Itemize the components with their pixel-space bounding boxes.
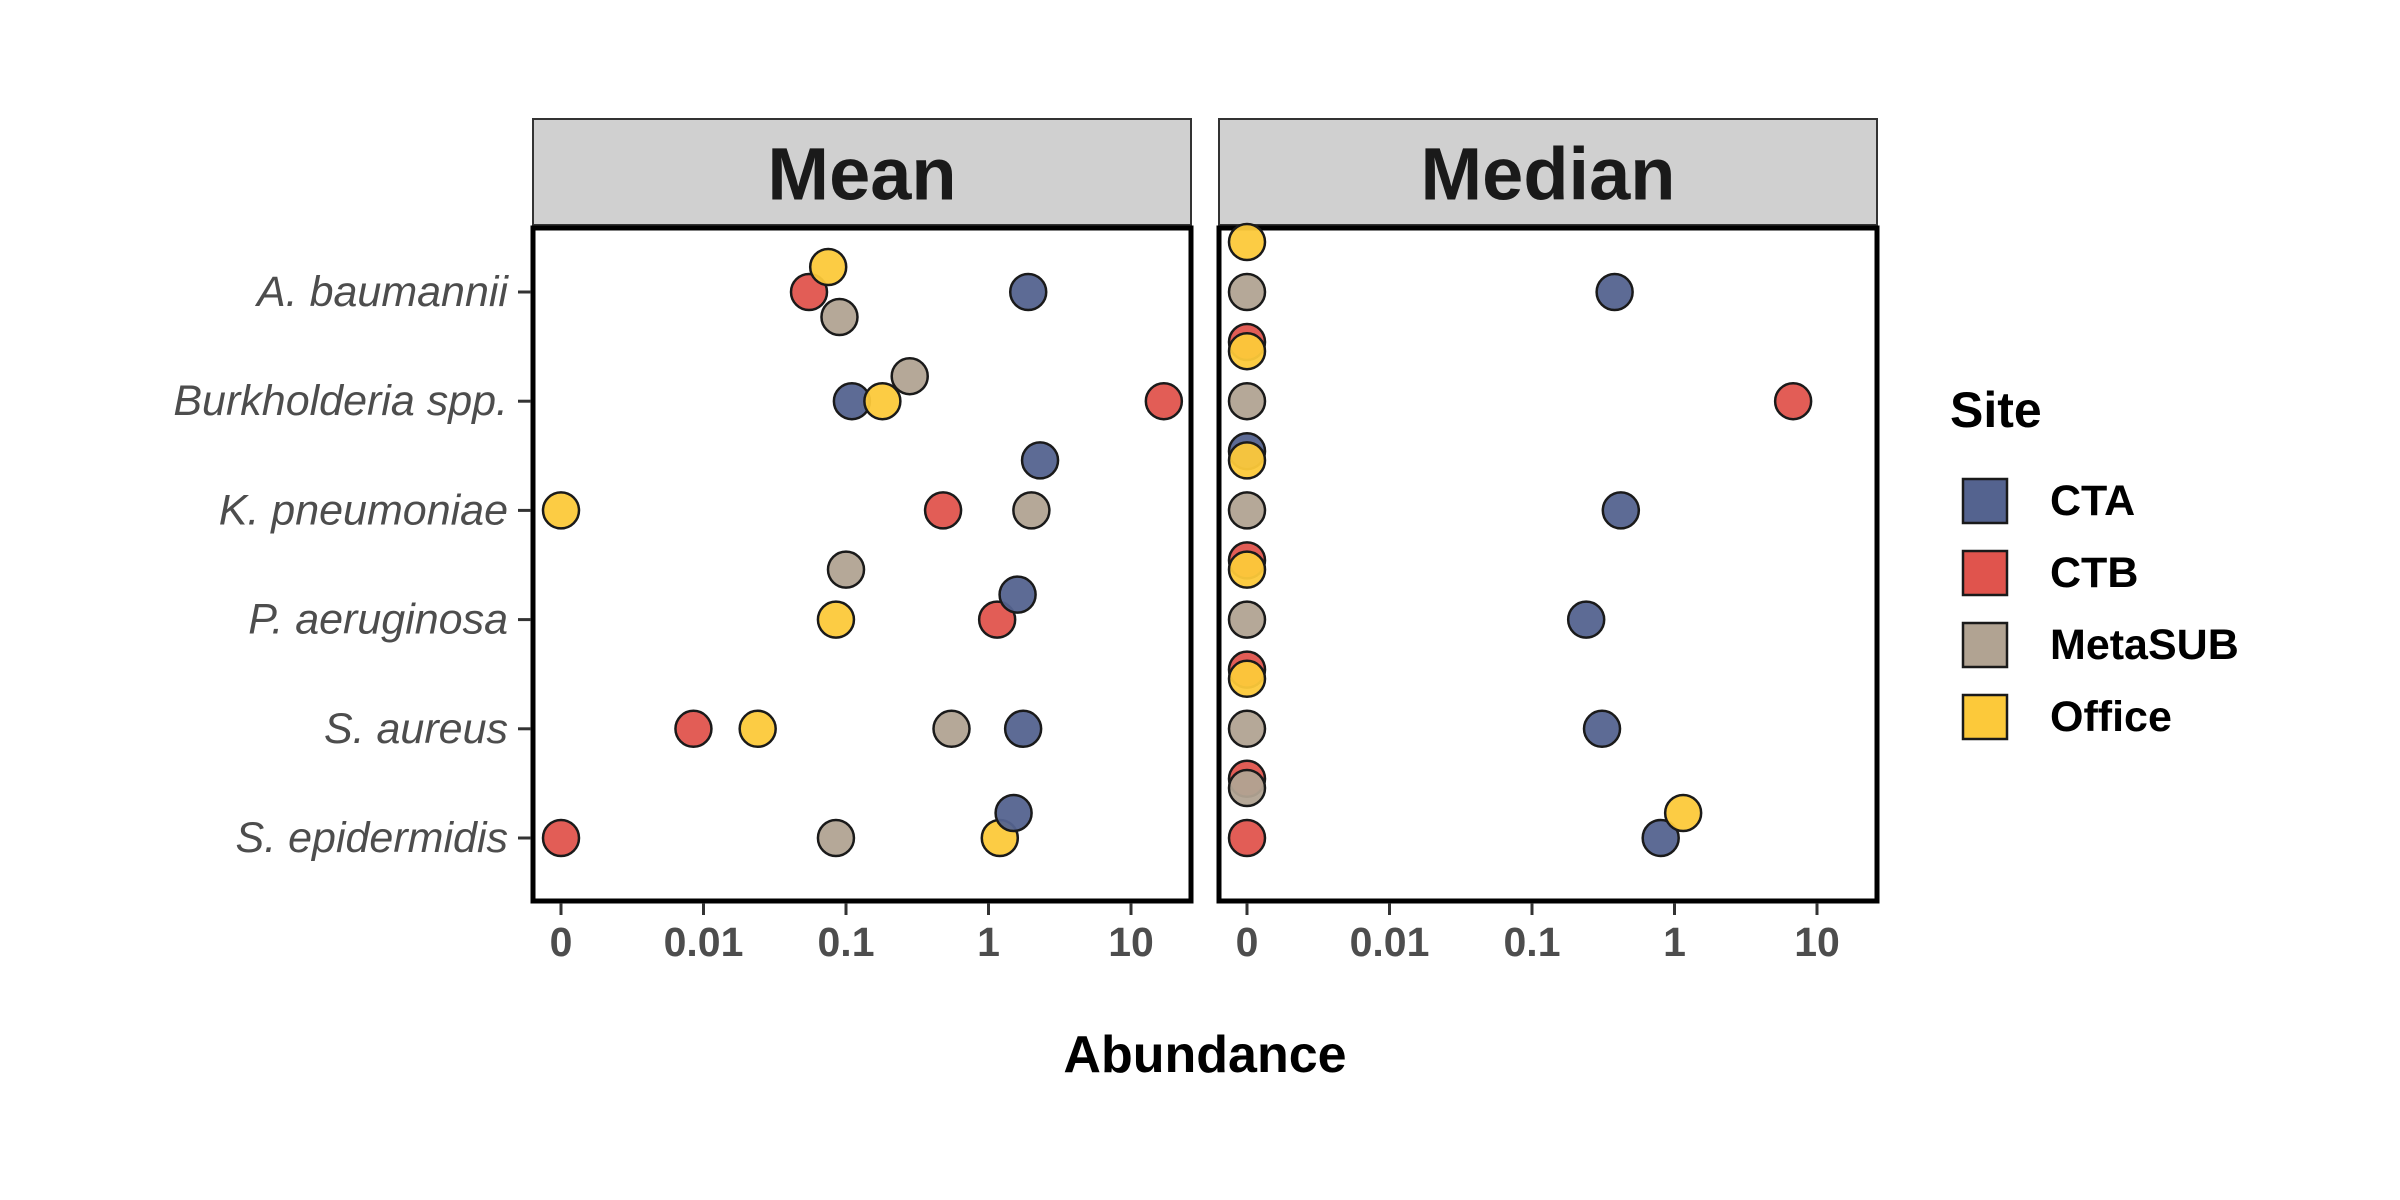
panel-mean: Mean 0 0.01 0.1 1 10 bbox=[530, 118, 1194, 965]
data-point-a-baumannii-office bbox=[808, 247, 848, 287]
data-point-p-aeruginosa-cta bbox=[1566, 600, 1606, 639]
data-point-p-aeruginosa-office bbox=[1227, 550, 1267, 589]
data-point-s-aureus-metasub bbox=[1227, 709, 1267, 749]
data-point-s-aureus-metasub bbox=[932, 709, 971, 749]
panel-mean-title: Mean bbox=[767, 133, 956, 216]
data-point-k-pneumoniae-cta bbox=[1020, 441, 1060, 480]
data-point-s-aureus-office bbox=[738, 709, 777, 749]
data-point-s-epidermidis-office bbox=[1663, 793, 1703, 833]
x-tick-label: 10 bbox=[1794, 919, 1840, 965]
legend-swatch-cta bbox=[1961, 477, 2009, 525]
data-point-a-baumannii-cta bbox=[1595, 272, 1634, 312]
x-tick-label: 0.1 bbox=[1504, 919, 1561, 965]
data-point-s-epidermidis-metasub bbox=[1227, 768, 1267, 808]
data-point-s-epidermidis-cta bbox=[994, 793, 1033, 833]
data-point-k-pneumoniae-office bbox=[1227, 441, 1267, 480]
x-tick-label: 0.01 bbox=[664, 919, 744, 965]
panel-mean-points bbox=[541, 247, 1184, 858]
data-point-s-aureus-cta bbox=[1003, 709, 1043, 749]
panel-median-x-axis: 0 0.01 0.1 1 10 bbox=[1236, 903, 1840, 965]
x-tick-label: 0.01 bbox=[1350, 919, 1430, 965]
x-tick-label: 0 bbox=[550, 919, 573, 965]
data-point-a-baumannii-metasub bbox=[820, 297, 859, 337]
data-point-burkholderia-spp-metasub bbox=[1227, 381, 1267, 421]
y-tick-label-s-aureus: S. aureus bbox=[324, 705, 508, 753]
data-point-a-baumannii-metasub bbox=[1227, 272, 1267, 312]
panel-median-title: Median bbox=[1421, 133, 1676, 216]
data-point-k-pneumoniae-ctb bbox=[923, 491, 963, 530]
data-point-k-pneumoniae-office bbox=[541, 491, 581, 530]
x-tick-label: 0 bbox=[1236, 919, 1259, 965]
data-point-s-epidermidis-metasub bbox=[816, 818, 856, 858]
data-point-burkholderia-spp-office bbox=[863, 381, 902, 421]
legend-swatch-metasub bbox=[1961, 621, 2009, 669]
data-point-p-aeruginosa-ctb bbox=[977, 600, 1017, 639]
data-point-k-pneumoniae-cta bbox=[1601, 491, 1641, 530]
data-point-p-aeruginosa-metasub bbox=[826, 550, 866, 589]
data-point-burkholderia-spp-metasub bbox=[890, 356, 929, 396]
data-point-burkholderia-spp-ctb bbox=[1773, 381, 1813, 421]
panel-median-plot-area bbox=[1216, 225, 1880, 904]
data-point-p-aeruginosa-cta bbox=[998, 575, 1037, 614]
data-point-s-epidermidis-cta bbox=[1641, 818, 1680, 858]
x-tick-label: 10 bbox=[1108, 919, 1154, 965]
legend-entries: CTA CTB MetaSUB Office bbox=[1961, 477, 2239, 741]
data-point-s-epidermidis-ctb bbox=[541, 818, 581, 858]
y-axis: A. baumannii Burkholderia spp. K. pneumoni… bbox=[173, 268, 531, 862]
y-tick-label-s-epidermidis: S. epidermidis bbox=[236, 814, 508, 862]
x-tick-label: 1 bbox=[1663, 919, 1686, 965]
legend-label-cta: CTA bbox=[2050, 477, 2135, 525]
y-tick-label-burkholderia-spp: Burkholderia spp. bbox=[173, 377, 508, 425]
legend-title: Site bbox=[1950, 382, 2042, 438]
y-tick-label-k-pneumoniae: K. pneumoniae bbox=[219, 486, 508, 534]
x-tick-label: 0.1 bbox=[818, 919, 875, 965]
legend: Site CTA CTB MetaSUB Office bbox=[1950, 382, 2239, 741]
data-point-s-epidermidis-ctb bbox=[1227, 818, 1267, 858]
legend-label-office: Office bbox=[2050, 693, 2172, 741]
panel-median-points bbox=[1227, 222, 1813, 858]
legend-label-metasub: MetaSUB bbox=[2050, 621, 2239, 669]
data-point-burkholderia-spp-office bbox=[1227, 331, 1267, 371]
data-point-s-aureus-cta bbox=[1582, 709, 1622, 749]
data-point-a-baumannii-office bbox=[1227, 222, 1267, 262]
panel-median-strip bbox=[1218, 118, 1878, 226]
data-point-s-aureus-ctb bbox=[674, 709, 713, 749]
data-point-k-pneumoniae-metasub bbox=[1012, 491, 1051, 530]
data-point-s-aureus-office bbox=[1227, 659, 1267, 699]
data-point-k-pneumoniae-metasub bbox=[1227, 491, 1267, 530]
legend-swatch-ctb bbox=[1961, 549, 2009, 597]
legend-label-ctb: CTB bbox=[2050, 549, 2138, 597]
data-point-burkholderia-spp-ctb bbox=[1144, 381, 1184, 421]
x-tick-label: 1 bbox=[977, 919, 1000, 965]
y-tick-label-p-aeruginosa: P. aeruginosa bbox=[248, 596, 508, 644]
data-point-p-aeruginosa-office bbox=[816, 600, 856, 639]
y-tick-label-a-baumannii: A. baumannii bbox=[254, 268, 509, 316]
panel-mean-strip bbox=[532, 118, 1192, 226]
panel-median: Median 0 0.01 0.1 1 10 bbox=[1216, 118, 1880, 965]
x-axis-title: Abundance bbox=[1063, 1026, 1346, 1084]
panel-mean-x-axis: 0 0.01 0.1 1 10 bbox=[550, 903, 1154, 965]
data-point-a-baumannii-cta bbox=[1008, 272, 1048, 312]
data-point-p-aeruginosa-metasub bbox=[1227, 600, 1267, 639]
legend-swatch-office bbox=[1961, 693, 2009, 741]
